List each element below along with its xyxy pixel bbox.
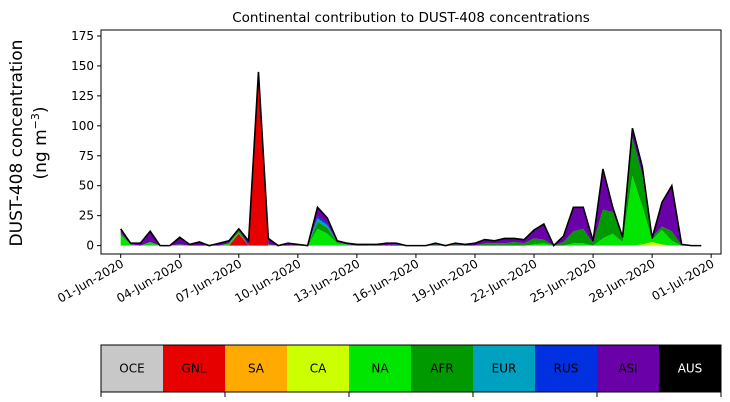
x-tick-label: 28-Jun-2020 (587, 256, 658, 305)
legend-swatch-gnl (163, 345, 226, 392)
legend-swatch-na (349, 345, 412, 392)
legend-swatch-oce (101, 345, 164, 392)
y-tick-label: 50 (79, 179, 94, 193)
plot-frame (100, 29, 722, 255)
x-tick-label: 25-Jun-2020 (528, 256, 599, 305)
x-tick-label: 22-Jun-2020 (469, 256, 540, 305)
y-tick-label: 25 (79, 209, 94, 223)
x-tick-label: 01-Jul-2020 (649, 256, 716, 303)
x-tick-label: 16-Jun-2020 (350, 256, 421, 305)
legend-label-gnl: GNL (182, 362, 207, 376)
y-axis-label-line1: DUST-408 concentration (7, 40, 27, 247)
y-tick-label: 100 (71, 119, 94, 133)
y-tick-label: 150 (71, 59, 94, 73)
chart-title: Continental contribution to DUST-408 con… (232, 10, 590, 26)
y-tick-label: 75 (79, 149, 94, 163)
legend-label-sa: SA (248, 362, 265, 376)
legend-label-oce: OCE (119, 362, 144, 376)
legend-label-eur: EUR (492, 362, 517, 376)
legend-swatch-rus (535, 345, 598, 392)
axes: 0 25 50 75 100 125 150 175 01-Jun-202004-Jun-202… (55, 29, 722, 306)
area-series-na (120, 71, 702, 246)
total-concentration-line (120, 71, 702, 247)
x-tick-label: 19-Jun-2020 (409, 256, 480, 305)
area-series-afr (120, 71, 702, 246)
x-tick-label: 13-Jun-2020 (291, 256, 362, 305)
plot-area (120, 71, 702, 247)
legend-swatch-ca (287, 345, 350, 392)
x-tick-label: 04-Jun-2020 (114, 256, 185, 305)
legend-label-ca: CA (310, 362, 327, 376)
x-tick-label: 10-Jun-2020 (232, 256, 303, 305)
legend-label-na: NA (371, 362, 389, 376)
x-tick-label: 01-Jun-2020 (55, 256, 126, 305)
y-axis-label: DUST-408 concentration (ng m−3) (7, 40, 51, 247)
y-tick-label: 125 (71, 89, 94, 103)
legend-label-afr: AFR (430, 362, 453, 376)
legend-swatch-aus (659, 345, 722, 392)
y-axis-label-line2: (ng m−3) (29, 106, 51, 179)
legend-swatch-asi (597, 345, 660, 392)
legend-label-asi: ASI (618, 362, 637, 376)
y-tick-label: 175 (71, 29, 94, 43)
legend-label-aus: AUS (678, 362, 703, 376)
legend-swatch-afr (411, 345, 474, 392)
x-tick-label: 07-Jun-2020 (173, 256, 244, 305)
legend-swatch-sa (225, 345, 288, 392)
legend-colorbar: OCE GNL SA CA NA AFR EUR RUS ASI AUS (100, 344, 722, 397)
legend-label-rus: RUS (554, 362, 579, 376)
legend-swatch-eur (473, 345, 536, 392)
y-tick-label: 0 (86, 239, 94, 253)
legend-frame (100, 344, 722, 393)
